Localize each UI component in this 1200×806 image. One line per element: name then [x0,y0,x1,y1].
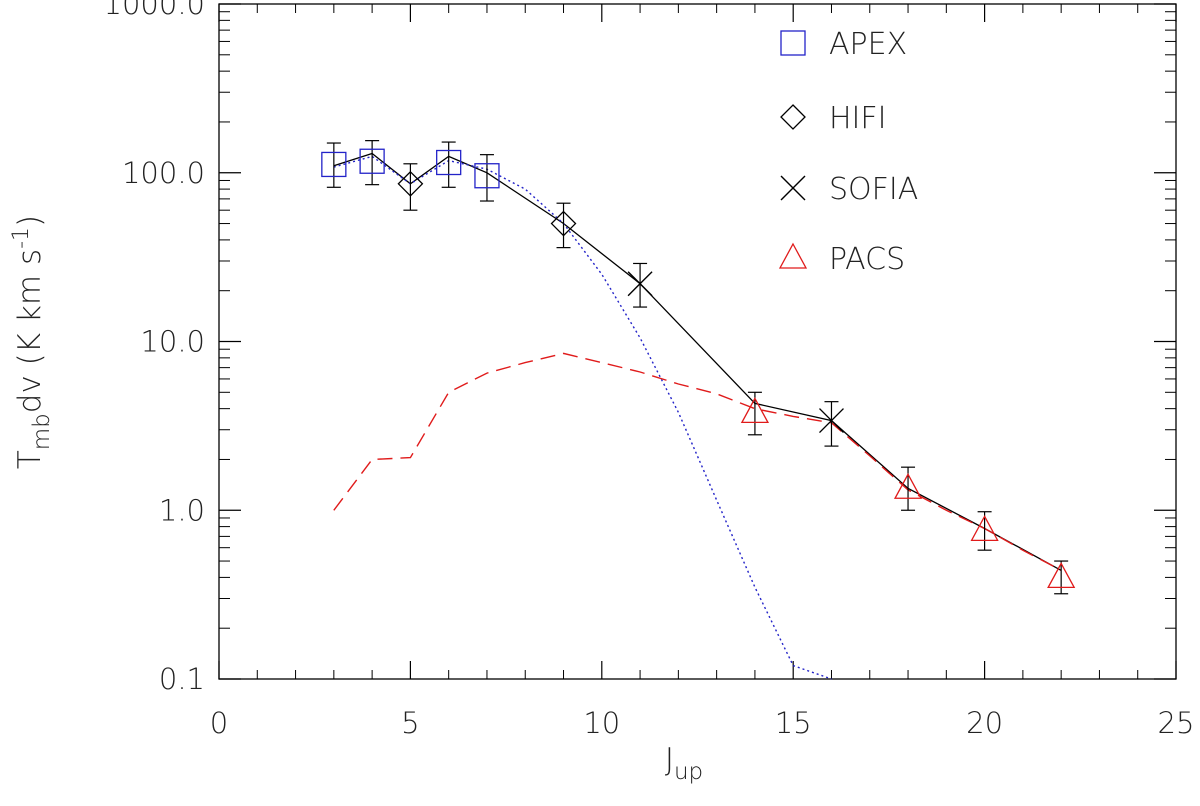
plot-frame [218,3,1177,680]
hifi-marker [550,210,577,237]
error-bar [977,511,992,551]
error-bar [824,401,839,447]
legend-label-pacs: PACS [829,242,905,277]
x-tick-label: 20 [966,706,1003,740]
error-bar [326,142,341,188]
x-axis-title: Jup [665,742,703,785]
sofia-marker [627,271,653,297]
y-tick-label: 10.0 [140,325,205,359]
y-axis-title-sub: mb [29,413,55,450]
y-axis-title: Tmbdv (K km s-1) [9,215,55,469]
y-tick-label: 1.0 [159,493,205,527]
y-axis-title-rest: dv (K km s [12,249,48,413]
data-markers [321,148,1076,589]
legend-label-hifi: HIFI [829,101,887,136]
error-bar [556,202,571,249]
y-tick-label: 1000.0 [104,0,205,21]
pacs-marker [1047,562,1076,589]
error-bar [633,262,648,308]
legend-label-sofia: SOFIA [829,172,918,207]
legend-hifi-marker [780,104,806,130]
legend: APEX HIFI SOFIA PACS [778,27,918,277]
x-tick-label: 10 [583,706,620,740]
legend-pacs-marker [778,242,808,269]
pacs-marker [970,514,999,542]
pacs-marker [740,397,770,424]
legend-apex-marker [780,30,806,56]
apex-marker [321,151,347,178]
axis-ticks [218,3,1177,680]
legend-item-hifi: HIFI [780,101,887,136]
x-axis-title-main: J [665,742,674,778]
x-tick-label: 25 [1158,706,1195,740]
legend-item-apex: APEX [780,27,907,62]
pacs-marker [893,472,923,499]
y-axis-title-close: ) [12,215,48,227]
legend-sofia-marker [780,175,806,201]
apex-marker [436,149,462,176]
error-bar [365,140,380,186]
apex-marker [359,148,385,174]
error-bar [479,154,494,202]
legend-item-pacs: PACS [778,242,905,277]
y-axis-title-main: T [12,450,48,469]
axis-tick-labels: 0 5 10 15 20 25 0.1 1.0 10.0 100.0 1000.0 [104,0,1195,740]
sofia-marker [818,408,844,434]
model-lines [333,152,1062,680]
x-tick-label: 5 [401,706,419,740]
error-bar [403,163,418,211]
solid-model-line [333,152,1062,571]
dotted-model-line [333,155,832,680]
error-bar [1054,560,1069,595]
x-axis-title-sub: up [674,759,703,785]
dashed-model-line [333,352,1062,572]
apex-marker [474,163,500,189]
y-tick-label: 100.0 [122,156,205,190]
y-tick-label: 0.1 [159,662,205,696]
x-tick-label: 0 [210,706,228,740]
x-tick-label: 15 [775,706,812,740]
y-axis-title-sup: -1 [9,227,34,249]
error-bars [326,140,1069,595]
error-bar [441,141,456,188]
hifi-marker [397,170,424,197]
legend-item-sofia: SOFIA [780,172,918,207]
legend-label-apex: APEX [829,27,907,62]
